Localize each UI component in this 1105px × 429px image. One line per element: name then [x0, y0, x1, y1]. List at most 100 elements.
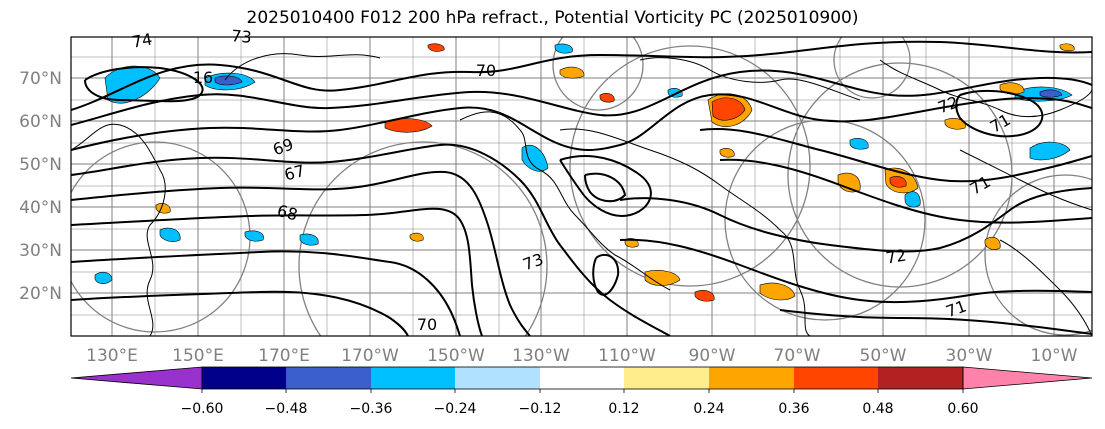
pv-positive-region [644, 270, 681, 286]
refractivity-contours [71, 40, 1092, 336]
colorbar-tick-label: 0.48 [862, 401, 893, 417]
latitude-label: 40°N [19, 198, 62, 218]
colorbar [70, 366, 1093, 390]
contour-label: 73 [231, 26, 253, 47]
colorbar-segment [202, 367, 286, 389]
colorbar-frame [201, 366, 964, 390]
contour-line [71, 250, 461, 336]
colorbar-segment [794, 367, 878, 389]
latitude-label: 70°N [19, 69, 62, 89]
graticule [71, 37, 1092, 336]
pv-negative-region [521, 144, 549, 172]
longitude-label: 30°W [946, 346, 993, 366]
longitude-label: 130°W [512, 346, 570, 366]
longitude-label: 10°W [1031, 346, 1078, 366]
colorbar-segment [455, 367, 540, 389]
contour-label: 70 [476, 61, 496, 80]
pv-negative-region [849, 138, 869, 150]
pv-strong-negative-region [214, 75, 243, 86]
contour-label: 74 [130, 29, 153, 51]
colorbar-tick-label: −0.48 [265, 401, 308, 417]
pv-positive-region [1059, 43, 1075, 52]
contour-line [719, 158, 1092, 224]
longitude-label: 110°W [598, 346, 656, 366]
colorbar-tick-label: 0.60 [947, 401, 978, 417]
figure-title: 2025010400 F012 200 hPa refract., Potent… [246, 8, 859, 28]
pv-positive-region [944, 118, 966, 130]
contour-label: 72 [884, 245, 907, 267]
contour-line [71, 93, 1092, 151]
pv-strong-positive-region [694, 290, 715, 302]
map-frame [70, 36, 1093, 337]
colorbar-tick-label: −0.12 [519, 401, 562, 417]
colorbar-segment [371, 367, 455, 389]
longitude-label: 170°E [258, 346, 310, 366]
colorbar-tick-label: 0.36 [778, 401, 809, 417]
contour-line [71, 290, 409, 336]
colorbar-tick-label: −0.24 [434, 401, 477, 417]
longitude-label: 130°E [86, 346, 138, 366]
pv-positive-region [759, 282, 796, 301]
contour-line [84, 66, 204, 103]
contour-line [559, 154, 652, 217]
pv-negative-region [554, 43, 573, 54]
contour-label: 68 [275, 201, 300, 225]
colorbar-tick-label: 0.24 [693, 401, 724, 417]
colorbar-segment [286, 367, 371, 389]
pv-strong-positive-region [889, 176, 907, 188]
colorbar-segment [624, 367, 709, 389]
pv-strong-positive-region [427, 43, 445, 52]
pv-negative-region [904, 191, 921, 208]
colorbar-segment [540, 367, 624, 389]
contour-label: 16 [193, 68, 213, 87]
range-ring [833, 37, 911, 99]
contour-line [71, 207, 483, 336]
range-ring [298, 141, 548, 336]
longitude-label: 150°W [427, 346, 485, 366]
contour-line [71, 170, 531, 336]
map-content [71, 37, 1092, 336]
colorbar-tick-label: 0.12 [608, 401, 639, 417]
longitude-label: 150°E [172, 346, 224, 366]
pv-strong-positive-region [599, 93, 615, 103]
contour-label: 67 [282, 161, 307, 185]
pv-positive-region [984, 236, 1001, 250]
colorbar-segment [878, 367, 963, 389]
pv-positive-region [409, 232, 424, 242]
contour-line [584, 172, 627, 203]
pv-negative-region [94, 271, 113, 284]
range-ring [984, 174, 1092, 336]
pv-negative-region [1029, 141, 1071, 161]
colorbar-tick-labels: −0.60 −0.48 −0.36 −0.24 −0.12 0.12 0.24 0.36 0.4… [181, 389, 979, 417]
contour-line [71, 69, 1092, 126]
contour-line [592, 253, 620, 296]
pv-negative-region [244, 230, 264, 242]
contour-line [619, 238, 1092, 304]
latitude-labels: 70°N 60°N 50°N 40°N 30°N 20°N [19, 69, 62, 304]
colorbar-arrow-left [70, 366, 203, 390]
colorbar-tick-label: −0.36 [350, 401, 393, 417]
contour-line [699, 128, 1092, 183]
colorbar-segment [709, 367, 794, 389]
contour-line [955, 89, 1044, 138]
pv-positive-region [559, 66, 585, 79]
latitude-label: 30°N [19, 241, 62, 261]
longitude-label: 50°W [860, 346, 907, 366]
latitude-label: 60°N [19, 112, 62, 132]
colorbar-tick-label: −0.60 [181, 401, 224, 417]
pv-negative-region [299, 233, 319, 246]
latitude-label: 50°N [19, 155, 62, 175]
latitude-label: 20°N [19, 284, 62, 304]
contour-line [779, 309, 1092, 335]
pv-positive-region [719, 148, 735, 158]
pv-strong-negative-region [1039, 89, 1063, 98]
range-ring [552, 37, 644, 111]
pv-negative-region [159, 227, 181, 242]
contour-label: 70 [417, 315, 437, 334]
longitude-labels: 130°E 150°E 170°E 170°W 150°W 130°W 110°W 90°W 7… [86, 346, 1078, 366]
longitude-label: 70°W [774, 346, 821, 366]
longitude-label: 170°W [341, 346, 399, 366]
contour-line [71, 40, 1092, 111]
